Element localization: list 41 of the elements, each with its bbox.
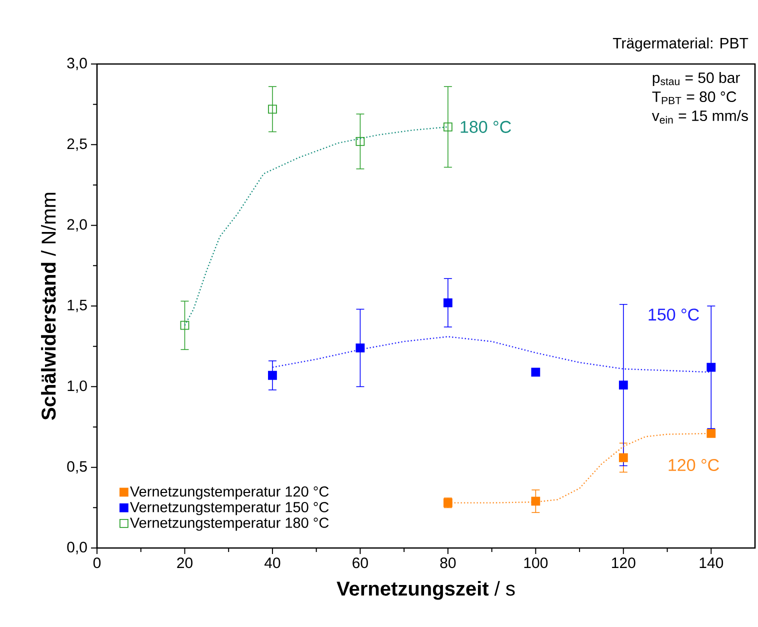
series-label: 120 °C [668, 458, 719, 472]
point [618, 380, 628, 390]
point [706, 429, 716, 438]
x-tick-label: 120 [612, 558, 636, 568]
point [706, 362, 716, 372]
legend-label: Vernetzungstemperatur 150 °C [130, 502, 329, 516]
point [180, 320, 190, 330]
x-tick-label: 0 [93, 558, 101, 568]
point [356, 136, 365, 146]
point [356, 343, 365, 352]
x-axis-title: Vernetzungszeit / s [336, 581, 515, 600]
x-tick-label: 60 [352, 558, 368, 568]
legend-label: Vernetzungstemperatur 180 °C [130, 518, 329, 531]
x-tick-label: 80 [440, 558, 456, 568]
y-tick-label: 1,5 [68, 300, 87, 312]
point [268, 104, 277, 114]
x-tick-label: 100 [524, 558, 548, 568]
point [268, 370, 277, 380]
chart-title: Trägermaterial: PBT [612, 37, 748, 52]
point [443, 298, 452, 308]
annotation: T$_{PBT}$ = 80 °C [652, 91, 736, 104]
legend-label: Vernetzungstemperatur 120 °C [130, 486, 329, 500]
x-tick-label: 20 [177, 558, 192, 568]
y-tick-label: 3,0 [67, 58, 87, 70]
y-tick-label: 0,5 [67, 461, 87, 474]
y-tick-label: 0,0 [67, 542, 87, 554]
point [531, 368, 540, 377]
annotation: v$_{ein}$ = 15 mm/s [652, 110, 748, 124]
point [531, 496, 540, 506]
x-tick-label: 40 [264, 558, 280, 568]
text: 150 °C [648, 308, 699, 321]
point [618, 453, 628, 462]
annotation: p$_{stau}$ = 50 bar [652, 72, 740, 86]
y-tick-label: 2,0 [67, 219, 87, 232]
point [443, 122, 452, 132]
y-tick-label: 2,5 [67, 138, 87, 151]
x-tick-label: 140 [700, 558, 724, 568]
y-tick-label: 1,0 [68, 380, 87, 393]
y-axis-title: Schälwiderstand / N/mm [41, 192, 56, 420]
line-series [184, 126, 449, 326]
series-label: 180 °C [460, 120, 511, 133]
